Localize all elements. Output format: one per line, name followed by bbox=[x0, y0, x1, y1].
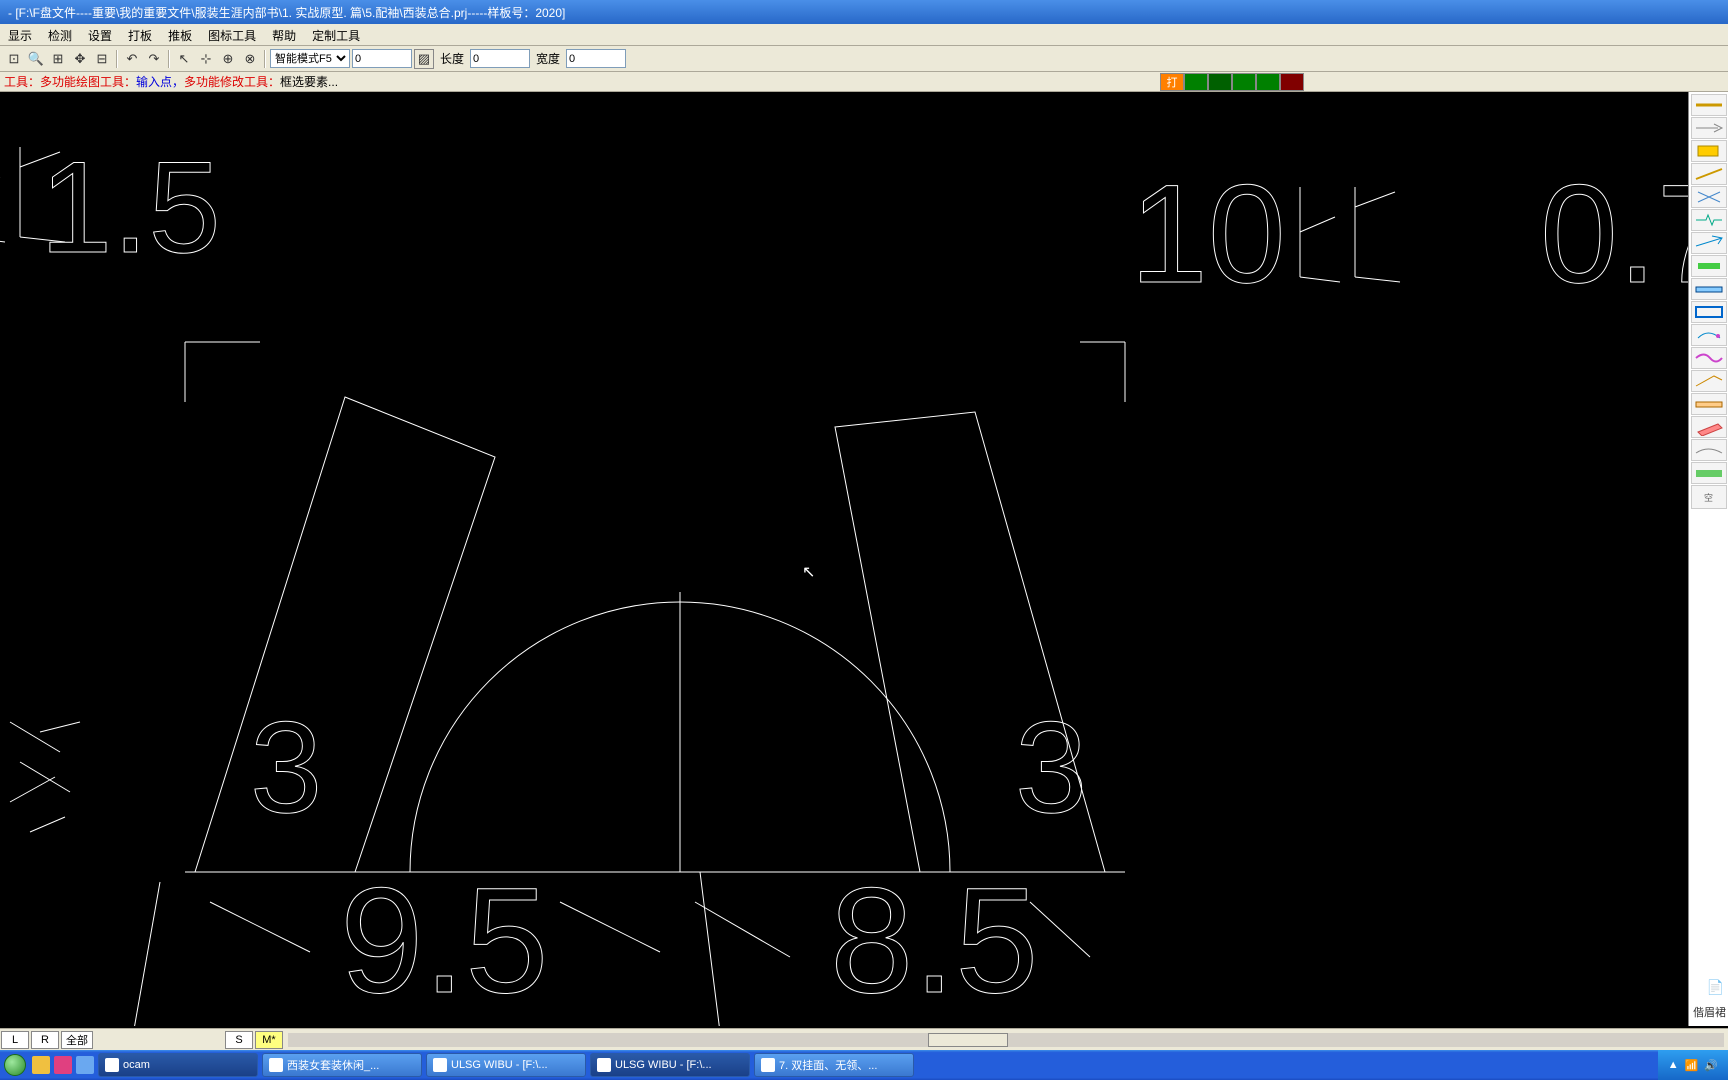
svg-text:9.5: 9.5 bbox=[340, 856, 549, 1024]
svg-text:8.5: 8.5 bbox=[830, 856, 1039, 1024]
right-tool-5[interactable] bbox=[1691, 209, 1727, 231]
taskbar-item-1[interactable]: 西装女套装休闲_... bbox=[262, 1053, 422, 1077]
right-tool-13[interactable] bbox=[1691, 393, 1727, 415]
svg-text:3: 3 bbox=[250, 694, 322, 840]
quick-launch-1[interactable] bbox=[32, 1056, 50, 1074]
standard-toolbar: ⊡ 🔍 ⊞ ✥ ⊟ ↶ ↷ ↖ ⊹ ⊕ ⊗ 智能模式F5 ▨ 长度 宽度 bbox=[0, 46, 1728, 72]
menu-display[interactable]: 显示 bbox=[0, 24, 40, 45]
hint-d: 框选要素... bbox=[280, 73, 338, 90]
right-tool-6[interactable] bbox=[1691, 232, 1727, 254]
right-tool-8[interactable] bbox=[1691, 278, 1727, 300]
length-input[interactable] bbox=[470, 49, 530, 68]
snap-end-icon[interactable]: ⊗ bbox=[240, 49, 260, 69]
size-all-button[interactable]: 全部 bbox=[61, 1031, 93, 1049]
size-s-button[interactable]: S bbox=[225, 1031, 253, 1049]
color-block-bar: 打 bbox=[1160, 73, 1304, 91]
size-scrollbar[interactable] bbox=[288, 1033, 1724, 1047]
right-tool-1[interactable] bbox=[1691, 117, 1727, 139]
svg-text:1.5: 1.5 bbox=[40, 134, 221, 280]
zoom-area-icon[interactable]: ⊞ bbox=[48, 49, 68, 69]
right-tool-16[interactable] bbox=[1691, 462, 1727, 484]
snap-pt-icon[interactable]: ⊹ bbox=[196, 49, 216, 69]
length-label: 长度 bbox=[440, 50, 464, 67]
right-tool-0[interactable] bbox=[1691, 94, 1727, 116]
width-label: 宽度 bbox=[536, 50, 560, 67]
zoom-in-icon[interactable]: 🔍 bbox=[26, 49, 46, 69]
right-tool-15[interactable] bbox=[1691, 439, 1727, 461]
hint-b: 输入点， bbox=[136, 73, 184, 90]
menu-grade[interactable]: 推板 bbox=[160, 24, 200, 45]
size-bar: L R 全部 S M* bbox=[0, 1028, 1728, 1050]
menu-icon-tools[interactable]: 图标工具 bbox=[200, 24, 264, 45]
color-block-3[interactable] bbox=[1232, 73, 1256, 91]
right-tool-10[interactable] bbox=[1691, 324, 1727, 346]
width-input[interactable] bbox=[566, 49, 626, 68]
mode-select[interactable]: 智能模式F5 bbox=[270, 49, 350, 68]
hint-a: 工具：多功能绘图工具： bbox=[4, 73, 136, 90]
size-m-button[interactable]: M* bbox=[255, 1031, 283, 1049]
prev-view-icon[interactable]: ⊟ bbox=[92, 49, 112, 69]
right-tool-9[interactable] bbox=[1691, 301, 1727, 323]
size-r-button[interactable]: R bbox=[31, 1031, 59, 1049]
right-tool-14[interactable] bbox=[1691, 416, 1727, 438]
taskbar: ocam西装女套装休闲_...ULSG WIBU - [F:\...ULSG W… bbox=[0, 1050, 1728, 1080]
svg-text:10: 10 bbox=[1130, 155, 1286, 312]
quick-launch-3[interactable] bbox=[76, 1056, 94, 1074]
color-block-4[interactable] bbox=[1256, 73, 1280, 91]
hint-bar: 工具：多功能绘图工具： 输入点， 多功能修改工具： 框选要素... 打 bbox=[0, 72, 1728, 92]
right-tool-text[interactable]: 空 bbox=[1691, 485, 1727, 509]
right-tool-7[interactable] bbox=[1691, 255, 1727, 277]
zoom-fit-icon[interactable]: ⊡ bbox=[4, 49, 24, 69]
redo-icon[interactable]: ↷ bbox=[144, 49, 164, 69]
tray-vol-icon[interactable]: 🔊 bbox=[1704, 1059, 1718, 1072]
start-button[interactable] bbox=[4, 1054, 26, 1076]
right-tool-12[interactable] bbox=[1691, 370, 1727, 392]
taskbar-item-4[interactable]: 7. 双挂面、无领、... bbox=[754, 1053, 914, 1077]
taskbar-item-0[interactable]: ocam bbox=[98, 1053, 258, 1077]
menu-settings[interactable]: 设置 bbox=[80, 24, 120, 45]
tray-icon[interactable]: ▲ bbox=[1668, 1059, 1679, 1071]
menu-custom[interactable]: 定制工具 bbox=[304, 24, 368, 45]
menu-help[interactable]: 帮助 bbox=[264, 24, 304, 45]
right-tool-4[interactable] bbox=[1691, 186, 1727, 208]
menu-pattern[interactable]: 打板 bbox=[120, 24, 160, 45]
lock-toggle-icon[interactable]: ▨ bbox=[414, 49, 434, 69]
taskbar-item-3[interactable]: ULSG WIBU - [F:\... bbox=[590, 1053, 750, 1077]
color-block-2[interactable] bbox=[1208, 73, 1232, 91]
undo-icon[interactable]: ↶ bbox=[122, 49, 142, 69]
move-icon[interactable]: ✥ bbox=[70, 49, 90, 69]
quick-launch-2[interactable] bbox=[54, 1056, 72, 1074]
right-tool-3[interactable] bbox=[1691, 163, 1727, 185]
right-toolbar: 空📄偕眉裙 bbox=[1688, 92, 1728, 1026]
svg-text:3: 3 bbox=[1015, 694, 1087, 840]
color-block-0[interactable]: 打 bbox=[1160, 73, 1184, 91]
value-input-1[interactable] bbox=[352, 49, 412, 68]
menu-inspect[interactable]: 检测 bbox=[40, 24, 80, 45]
menu-bar: 显示 检测 设置 打板 推板 图标工具 帮助 定制工具 bbox=[0, 24, 1728, 46]
color-block-5[interactable] bbox=[1280, 73, 1304, 91]
title-text: - [F:\F盘文件----重要\我的重要文件\服装生涯内部书\1. 实战原型.… bbox=[8, 4, 565, 21]
pointer-icon[interactable]: ↖ bbox=[174, 49, 194, 69]
tray-net-icon[interactable]: 📶 bbox=[1685, 1059, 1699, 1072]
color-block-1[interactable] bbox=[1184, 73, 1208, 91]
snap-int-icon[interactable]: ⊕ bbox=[218, 49, 238, 69]
title-bar: - [F:\F盘文件----重要\我的重要文件\服装生涯内部书\1. 实战原型.… bbox=[0, 0, 1728, 24]
svg-text:0.7: 0.7 bbox=[1540, 155, 1688, 312]
right-tool-2[interactable] bbox=[1691, 140, 1727, 162]
size-l-button[interactable]: L bbox=[1, 1031, 29, 1049]
system-tray[interactable]: ▲ 📶 🔊 bbox=[1658, 1050, 1728, 1080]
taskbar-item-2[interactable]: ULSG WIBU - [F:\... bbox=[426, 1053, 586, 1077]
drawing-canvas[interactable]: 1.5100.7339.58.5 ↖ bbox=[0, 92, 1688, 1026]
right-tool-11[interactable] bbox=[1691, 347, 1727, 369]
hint-c: 多功能修改工具： bbox=[184, 73, 280, 90]
